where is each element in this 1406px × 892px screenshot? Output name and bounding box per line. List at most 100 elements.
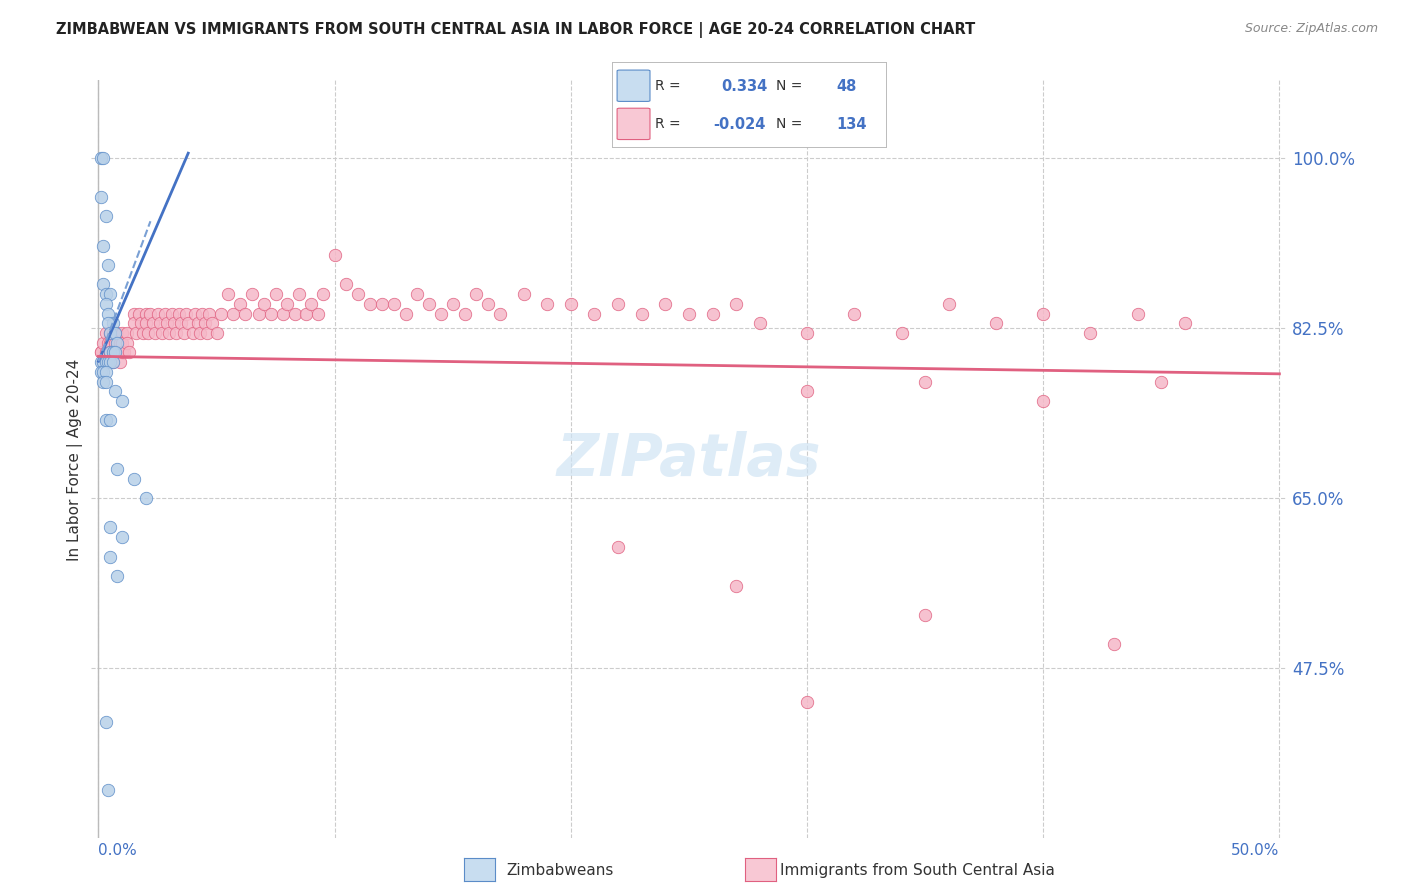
Point [98,345,121,359]
Point [382,297,405,311]
Point [135,316,157,330]
Point [97,335,120,350]
Point [98,326,121,340]
Point [90,151,112,165]
Point [198,307,221,321]
Point [118,345,141,359]
Point [229,297,252,311]
Point [260,307,283,321]
Point [143,326,166,340]
Point [177,316,200,330]
Point [264,287,287,301]
Point [276,297,298,311]
Point [607,297,630,311]
Text: 48: 48 [837,78,856,94]
Point [984,316,1007,330]
Point [136,326,159,340]
Point [796,326,818,340]
Point [125,326,148,340]
Point [174,307,197,321]
Point [101,326,124,340]
Point [98,549,121,564]
Point [90,365,112,379]
Point [132,326,155,340]
Point [654,297,676,311]
Point [406,287,429,301]
Point [98,345,121,359]
Point [441,297,464,311]
Text: ZIMBABWEAN VS IMMIGRANTS FROM SOUTH CENTRAL ASIA IN LABOR FORCE | AGE 20-24 CORR: ZIMBABWEAN VS IMMIGRANTS FROM SOUTH CENT… [56,22,976,38]
Point [111,345,134,359]
Point [91,151,114,165]
Point [157,326,180,340]
Point [91,355,114,369]
Point [114,345,136,359]
Point [165,326,187,340]
Point [173,326,195,340]
Text: 134: 134 [837,117,868,132]
Point [94,365,117,379]
Y-axis label: In Labor Force | Age 20-24: In Labor Force | Age 20-24 [67,359,83,560]
Point [91,335,114,350]
Point [111,394,134,409]
Point [105,569,128,583]
Point [101,355,124,369]
Point [122,307,145,321]
Point [90,345,112,359]
Point [201,316,224,330]
Point [101,345,124,359]
Point [725,297,748,311]
Text: N =: N = [776,79,807,93]
Point [90,190,112,204]
Point [1150,375,1173,389]
Point [194,316,217,330]
Point [97,783,120,797]
Point [105,345,128,359]
Point [536,297,558,311]
Point [1032,394,1054,409]
Point [359,297,381,311]
Point [890,326,912,340]
Text: Source: ZipAtlas.com: Source: ZipAtlas.com [1244,22,1378,36]
Point [914,607,936,622]
Point [560,297,582,311]
Point [94,355,117,369]
Point [101,345,124,359]
Point [142,316,165,330]
Point [335,277,357,292]
Point [128,307,150,321]
Point [240,287,263,301]
Point [583,307,606,321]
Point [160,307,183,321]
Point [115,335,138,350]
Point [512,287,534,301]
Point [98,520,121,534]
Point [135,491,157,506]
Point [844,307,866,321]
Point [105,462,128,476]
Point [98,413,121,427]
Point [914,375,936,389]
Point [1102,637,1125,651]
Point [139,307,162,321]
Point [222,307,245,321]
Point [1174,316,1197,330]
FancyBboxPatch shape [617,70,650,102]
Point [108,335,131,350]
Point [111,530,134,544]
Point [150,326,173,340]
Point [209,307,232,321]
Point [108,355,131,369]
Text: ZIPatlas: ZIPatlas [557,431,821,488]
Point [94,714,117,729]
Point [295,307,318,321]
Point [347,287,370,301]
Point [253,297,276,311]
Point [1126,307,1149,321]
FancyBboxPatch shape [617,108,650,139]
Point [101,316,124,330]
Point [233,307,256,321]
Point [191,307,214,321]
Point [181,326,204,340]
Point [90,345,112,359]
